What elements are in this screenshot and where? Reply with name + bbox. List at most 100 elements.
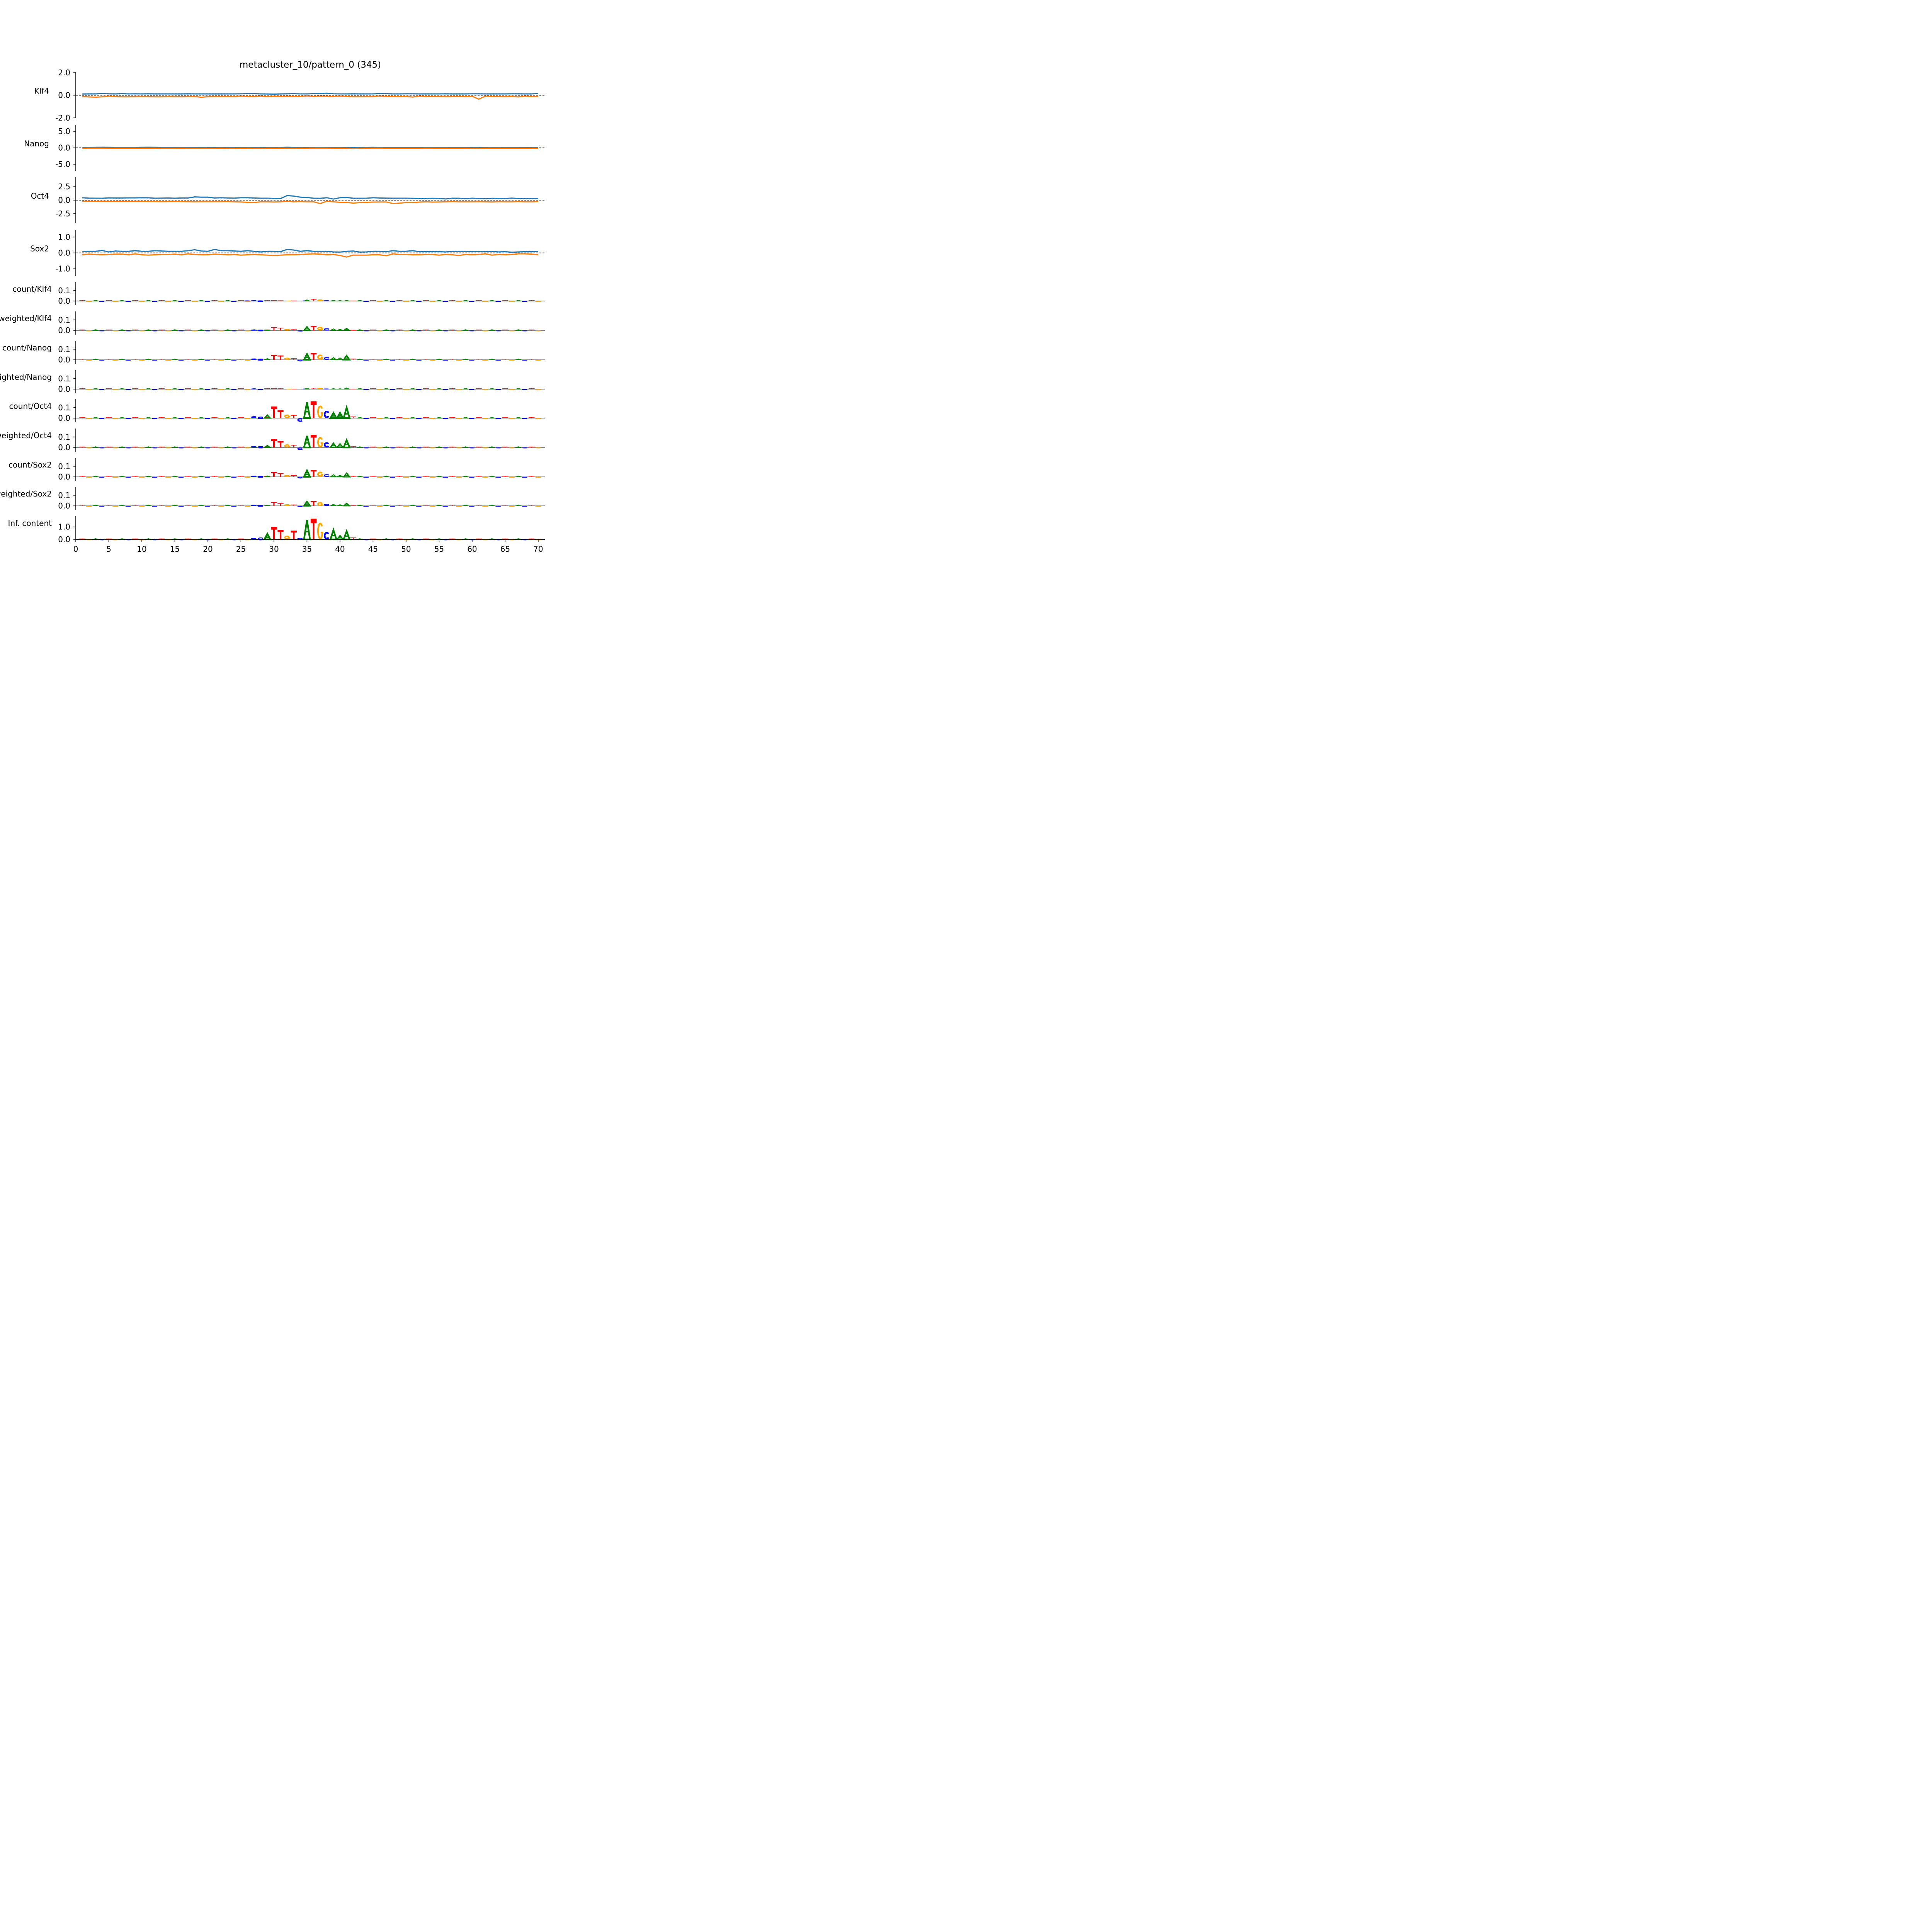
logo-letter-A <box>145 476 151 477</box>
logo-letter-G <box>535 418 541 419</box>
logo-letter-C <box>251 505 257 506</box>
logo-letter-T <box>502 417 509 418</box>
logo-letter-C <box>389 506 395 507</box>
logo-letter-C <box>363 418 369 419</box>
logo-letter-G <box>429 301 436 302</box>
logo-letter-C <box>99 506 105 507</box>
logo-letter-C <box>324 328 329 331</box>
logo-letter-T <box>79 388 85 389</box>
logo-letter-G <box>284 536 290 540</box>
y-tick-label: 0.0 <box>58 143 70 153</box>
logo-letter-G <box>317 502 323 506</box>
logo-letter-C <box>125 418 131 419</box>
panel-count-oct4: 0.10.0 count/Oct4 <box>9 399 545 423</box>
logo-letter-T <box>423 388 429 389</box>
logo-letter-A <box>330 300 337 301</box>
logo-letter-C <box>99 477 105 478</box>
logo-letter-T <box>105 417 112 418</box>
logo-letter-T <box>158 388 165 389</box>
logo-letter-A <box>515 300 522 301</box>
logo-letter-A <box>329 474 338 478</box>
logo-letter-A <box>172 359 178 360</box>
logo-letter-G <box>284 414 290 418</box>
x-axis: 0 5 10 15 20 25 30 35 40 45 50 55 60 65 70 <box>73 539 545 554</box>
panels: 2.0 0.0 -2.0 Klf4 5.0 0.0 -5.0 Nanog 2.5 0.0 -2.5 O… <box>0 68 545 544</box>
logo-letter-T <box>529 417 535 418</box>
panel-nanog: 5.0 0.0 -5.0 Nanog <box>24 125 545 171</box>
logo-letter-A <box>303 468 311 478</box>
y-tick-label: 0.0 <box>58 413 70 423</box>
logo-letter-C <box>363 477 369 478</box>
logo-letter-T <box>185 300 191 301</box>
logo-letter-C <box>257 506 263 507</box>
logo-letter-T <box>185 417 191 418</box>
logo-letter-T <box>350 537 356 539</box>
logo-letter-G <box>218 418 224 419</box>
y-tick-label: 0.0 <box>58 535 70 544</box>
logo-letter-G <box>317 354 323 360</box>
logo-letter-G <box>535 477 541 478</box>
logo-letter-G <box>376 360 383 361</box>
logo-letter-G <box>403 418 409 419</box>
logo-letter-C <box>469 477 474 478</box>
logo-letter-A <box>172 505 178 506</box>
logo-letter-T <box>502 505 509 506</box>
logo-letter-G <box>112 301 119 302</box>
logo-letter-G <box>535 301 541 302</box>
logo-letter-T <box>277 388 284 389</box>
logo-letter-C <box>297 418 303 422</box>
logo-letter-G <box>218 301 224 302</box>
logo-letter-G <box>456 389 462 390</box>
logo-letter-C <box>125 477 131 478</box>
logo-letter-T <box>264 300 270 301</box>
logo-letter-A <box>462 505 469 506</box>
logo-letter-A <box>330 388 337 389</box>
figure-title: metacluster_10/pattern_0 (345) <box>240 60 381 70</box>
y-tick-label: 0.0 <box>58 326 70 335</box>
logo-letter-A <box>264 358 270 360</box>
logo-letter-T <box>350 359 356 360</box>
logo-letter-A <box>436 505 442 506</box>
y-tick-label: 0.0 <box>58 472 70 481</box>
logo-letter-A <box>119 300 125 301</box>
logo-letter-G <box>317 471 323 477</box>
logo-letter-C <box>231 477 237 478</box>
logo-letter-G <box>376 301 383 302</box>
logo-letter-C <box>257 505 263 506</box>
logo-letter-A <box>357 476 363 477</box>
y-tick-label: 0.0 <box>58 384 70 394</box>
logo-letter-A <box>145 505 151 506</box>
logo-letter-T <box>211 388 218 389</box>
logo-letter-C <box>389 418 395 419</box>
logo-letter-A <box>172 300 178 301</box>
logo-letter-T <box>277 328 284 331</box>
logo-letter-C <box>495 301 501 302</box>
logo-letter-G <box>139 360 145 361</box>
y-tick-label: 0.1 <box>58 432 70 442</box>
logo-letter-C <box>389 389 395 390</box>
logo-letter-T <box>476 505 482 506</box>
logo-letter-T <box>238 300 244 301</box>
logo-letter-C <box>204 389 210 390</box>
series-negative-line <box>82 201 538 204</box>
logo-letter-T <box>350 505 356 506</box>
logo-letter-C <box>522 477 527 478</box>
logo-letter-C <box>469 360 474 361</box>
logo-letter-G <box>456 477 462 478</box>
logo-letter-T <box>271 406 277 418</box>
panel-count-nanog: 0.10.0 count/Nanog <box>2 341 545 364</box>
logo-letter-C <box>125 301 131 302</box>
logo-letter-A <box>383 505 389 506</box>
x-tick-label: 15 <box>170 544 180 554</box>
x-tick-label: 0 <box>73 544 78 554</box>
figure: metacluster_10/pattern_0 (345) 2.0 0.0 -2.… <box>0 60 545 554</box>
logo-letter-A <box>92 505 99 506</box>
panel-oct4: 2.5 0.0 -2.5 Oct4 <box>31 177 545 223</box>
logo-letter-A <box>436 359 442 360</box>
logo-letter-C <box>363 506 369 507</box>
logo-letter-A <box>410 417 416 418</box>
logo-letter-C <box>442 389 448 390</box>
logo-letter-C <box>363 301 369 302</box>
logo-letter-C <box>324 474 329 477</box>
logo-letter-A <box>145 417 151 418</box>
